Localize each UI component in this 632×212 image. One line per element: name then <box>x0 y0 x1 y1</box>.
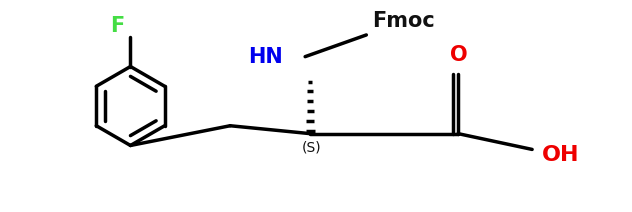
Text: O: O <box>450 45 468 64</box>
Text: Fmoc: Fmoc <box>372 11 435 31</box>
Text: HN: HN <box>248 47 283 67</box>
Text: F: F <box>111 16 125 36</box>
Text: (S): (S) <box>301 141 321 155</box>
Text: OH: OH <box>542 145 580 165</box>
